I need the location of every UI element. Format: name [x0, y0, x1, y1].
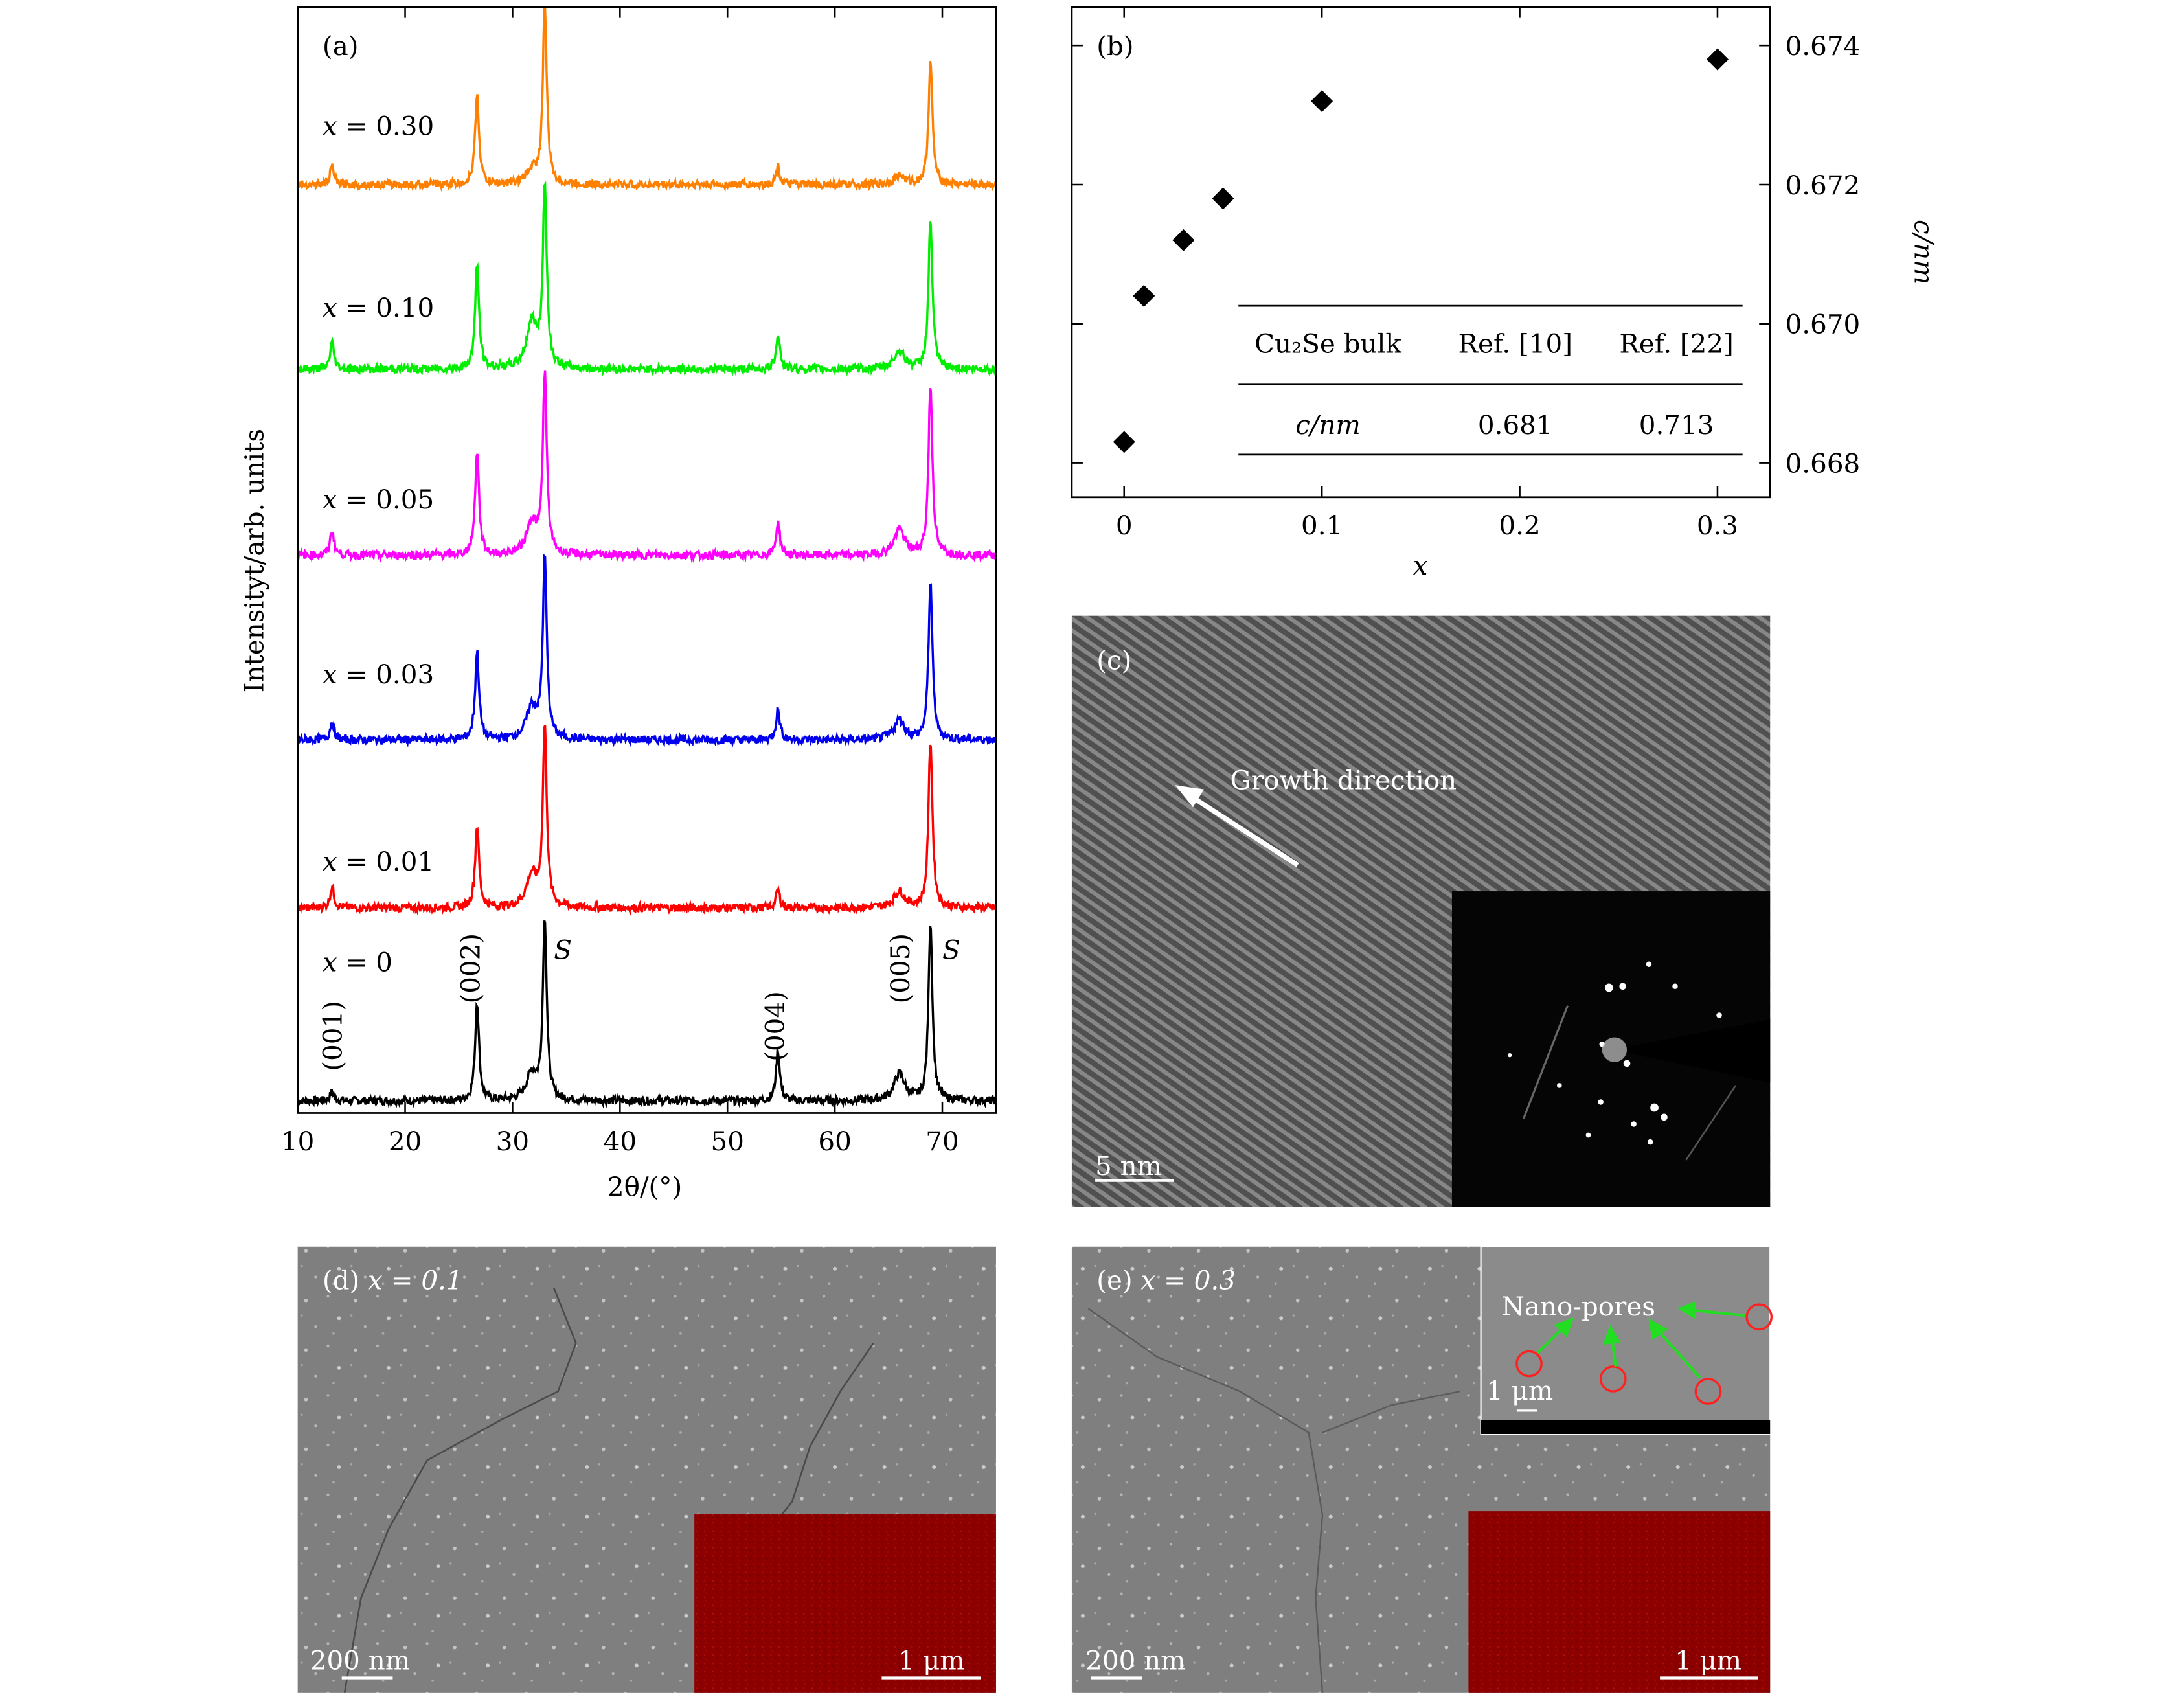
- xrd-series-label-4: x = 0.10: [323, 292, 434, 323]
- xrd-xtick-label: 70: [925, 1126, 959, 1157]
- table-value-ref10: 0.681: [1478, 409, 1553, 440]
- panel-b-frame: [1071, 6, 1771, 499]
- panel-e-inset-scale-label: 1 μm: [1486, 1375, 1553, 1406]
- panel-a-y-axis-label: Intensityt/arb. units: [238, 429, 269, 692]
- panel-d-scalebar-label: 200 nm: [310, 1645, 410, 1676]
- nano-pore-markers: [1515, 1303, 1773, 1405]
- panel-b-label: (b): [1096, 30, 1133, 62]
- xrd-traces: [297, 6, 996, 1109]
- panel-b-xtick-label: 0.1: [1301, 510, 1343, 541]
- data-point: [1706, 48, 1729, 71]
- grain-boundary-e-1: [1087, 1308, 1324, 1693]
- nano-pores-label: Nano-pores: [1501, 1291, 1655, 1322]
- panel-c-scalebar-label: 5 nm: [1095, 1150, 1162, 1181]
- panel-e-label: (e) x = 0.3: [1096, 1265, 1236, 1296]
- eds-map-d: [694, 1514, 996, 1693]
- table-row-label: c/nm: [1295, 409, 1361, 440]
- panel-a-xrd-chart: (a) x = 0 x = 0.01 x = 0.03 x = 0.05 x = 0.1…: [238, 6, 997, 1202]
- substrate-label-2: S: [942, 934, 960, 965]
- panel-a-frame: [297, 6, 997, 1114]
- saed-streak-1: [1523, 1005, 1569, 1119]
- panel-d-sem-image: (d) x = 0.1 200 nm 1 μm: [297, 1246, 996, 1694]
- saed-center-glow: [1602, 1037, 1628, 1062]
- growth-arrow-head: [1175, 785, 1205, 808]
- panel-b-xtick-label: 0: [1116, 510, 1133, 541]
- peak-label-001: (001): [317, 1001, 348, 1071]
- data-point: [1113, 431, 1135, 453]
- panel-e-scalebar-label: 200 nm: [1085, 1645, 1185, 1676]
- grain-boundary-d-2: [764, 1342, 874, 1537]
- xrd-trace-4: [297, 181, 996, 378]
- data-point: [1133, 284, 1155, 307]
- substrate-label-1: S: [554, 934, 572, 965]
- panel-b-ticks: 0 0.1 0.2 0.3 0.668 0.670 0.672 0.674: [1071, 6, 1861, 541]
- panel-d-inset-scalebar-label: 1 μm: [898, 1645, 964, 1676]
- nano-pore-arrows: [1536, 1301, 1746, 1379]
- panel-b-lattice-chart: (b) 0 0.1 0.2 0.3 0.668 0.670 0.672 0.674 x c/n…: [1071, 6, 1940, 581]
- panel-b-ytick-label: 0.670: [1786, 309, 1861, 340]
- growth-direction-arrow: [1192, 795, 1299, 867]
- panel-b-ytick-label: 0.674: [1786, 30, 1861, 62]
- data-point: [1212, 187, 1234, 210]
- growth-direction-label: Growth direction: [1231, 765, 1457, 796]
- peak-label-002: (002): [455, 933, 486, 1004]
- xrd-xtick-label: 30: [496, 1126, 529, 1157]
- table-header-ref10: Ref. [10]: [1458, 328, 1572, 359]
- peak-label-004: (004): [759, 991, 790, 1062]
- sem-inset-info-bar: [1481, 1420, 1771, 1435]
- panel-b-ytick-label: 0.668: [1786, 448, 1861, 479]
- panel-a-x-ticks: 10 20 30 40 50 60 70: [281, 6, 959, 1157]
- sem-inset-e: [1480, 1246, 1771, 1435]
- panel-b-ytick-label: 0.672: [1786, 170, 1861, 201]
- table-value-ref22: 0.713: [1639, 409, 1714, 440]
- xrd-series-label-1: x = 0.01: [323, 846, 434, 877]
- table-header-bulk: Cu₂Se bulk: [1254, 328, 1401, 359]
- grain-boundary-d-1: [343, 1288, 577, 1694]
- panel-a-label: (a): [323, 30, 359, 62]
- grain-boundary-e-2: [1322, 1390, 1460, 1433]
- xrd-trace-2: [297, 553, 996, 748]
- panel-c-hrtem-image: Growth direction (c) 5 nm: [1071, 615, 1771, 1207]
- xrd-series-label-5: x = 0.30: [323, 110, 434, 141]
- xrd-trace-0: [297, 920, 996, 1109]
- panel-b-points: [1113, 48, 1729, 453]
- panel-c-label: (c): [1096, 645, 1131, 676]
- table-header-ref22: Ref. [22]: [1619, 328, 1733, 359]
- xrd-series-label-3: x = 0.05: [323, 484, 434, 515]
- panel-b-y-axis-label: c/nm: [1909, 220, 1940, 285]
- xrd-xtick-label: 10: [281, 1126, 314, 1157]
- panel-d-label: (d) x = 0.1: [323, 1265, 463, 1296]
- xrd-trace-1: [297, 725, 996, 916]
- peak-label-005: (005): [885, 933, 916, 1004]
- xrd-series-label-0: x = 0: [323, 946, 392, 977]
- panel-e-sem-image: Nano-pores 1 μm (e) x = 0.3 200 nm 1 μm: [1071, 1246, 1773, 1693]
- xrd-xtick-label: 40: [604, 1126, 637, 1157]
- xrd-trace-5: [297, 6, 996, 193]
- lattice-table: Cu₂Se bulk Ref. [10] Ref. [22] c/nm 0.68…: [1238, 304, 1743, 456]
- xrd-xtick-label: 50: [711, 1126, 744, 1157]
- data-point: [1172, 229, 1195, 251]
- xrd-series-label-2: x = 0.03: [323, 659, 434, 690]
- beam-stopper: [1611, 1019, 1771, 1083]
- panel-b-xtick-label: 0.2: [1499, 510, 1540, 541]
- saed-streak-2: [1685, 1085, 1737, 1161]
- xrd-trace-3: [297, 370, 996, 564]
- panel-b-xtick-label: 0.3: [1697, 510, 1738, 541]
- eds-map-e: [1468, 1511, 1771, 1693]
- panel-a-x-axis-label: 2θ/(°): [607, 1171, 682, 1202]
- panel-b-x-axis-label: x: [1413, 550, 1428, 581]
- data-point: [1311, 90, 1333, 113]
- xrd-xtick-label: 60: [818, 1126, 851, 1157]
- xrd-series-labels: x = 0 x = 0.01 x = 0.03 x = 0.05 x = 0.10 x =…: [323, 110, 434, 977]
- panel-e-inset-scalebar-label: 1 μm: [1675, 1645, 1742, 1676]
- xrd-xtick-label: 20: [389, 1126, 422, 1157]
